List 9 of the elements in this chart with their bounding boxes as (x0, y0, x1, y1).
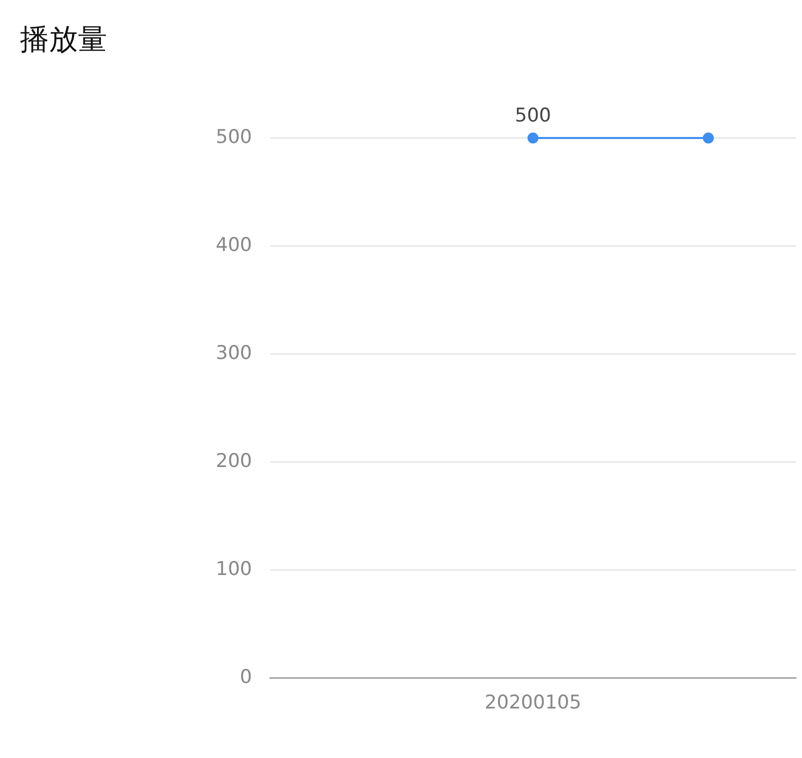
y-tick-label: 200 (216, 450, 252, 472)
x-tick-label: 20200105 (484, 691, 582, 714)
chart-title: 播放量 (20, 21, 107, 58)
y-tick-label: 100 (216, 558, 252, 580)
y-tick-label: 0 (240, 666, 252, 688)
y-tick-label: 300 (216, 342, 252, 364)
y-tick-label: 400 (216, 234, 252, 256)
data-label: 500 (514, 104, 552, 126)
y-tick-label: 500 (216, 126, 252, 148)
